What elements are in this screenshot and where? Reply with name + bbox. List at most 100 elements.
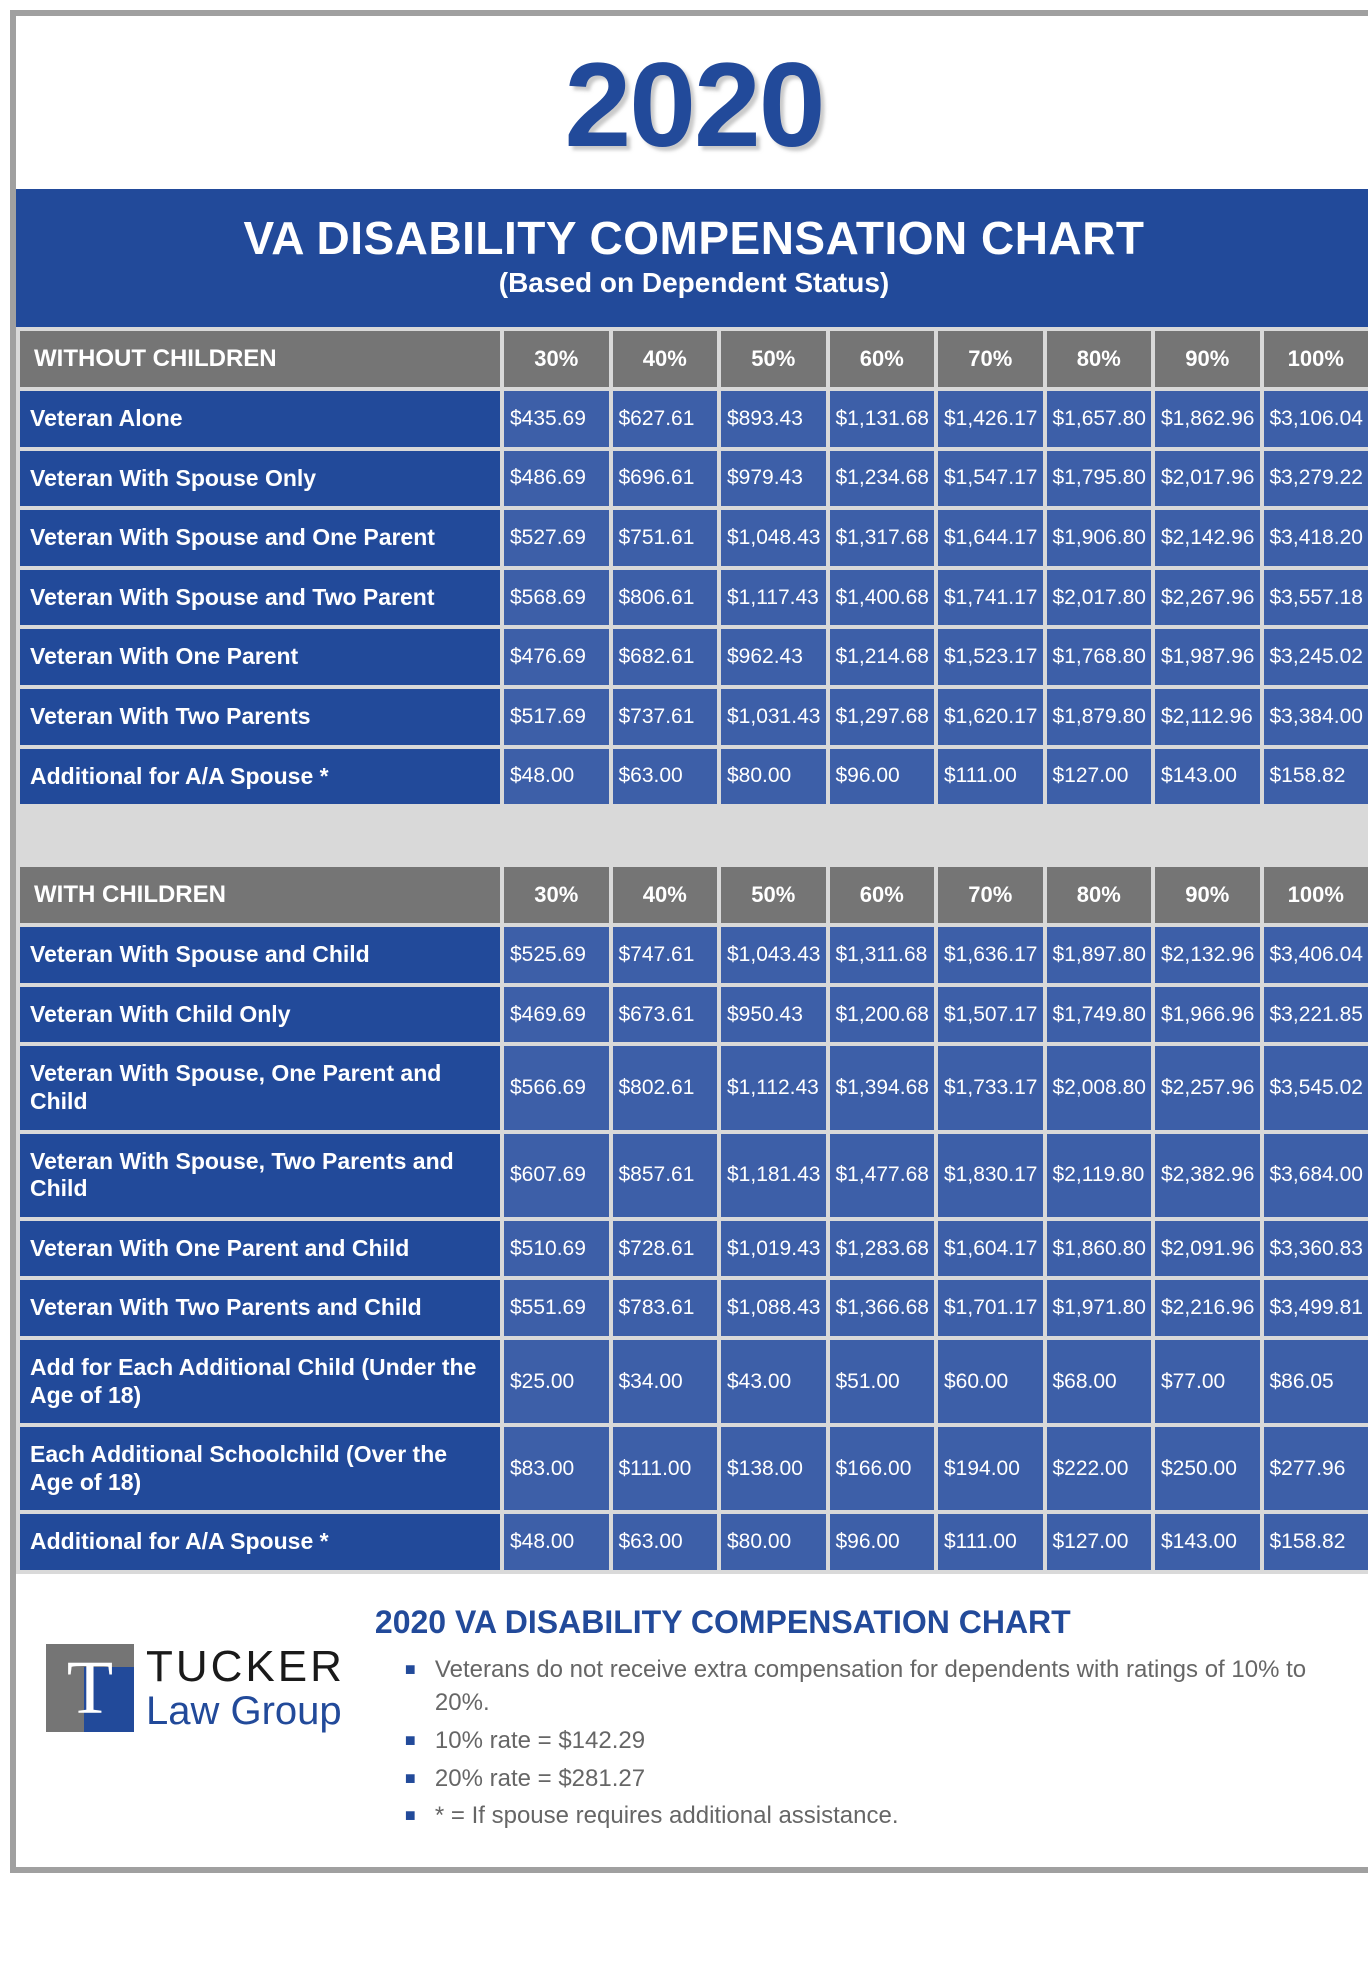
row-label: Each Additional Schoolchild (Over the Ag…	[20, 1427, 500, 1510]
note-item: Veterans do not receive extra compensati…	[405, 1653, 1352, 1720]
value-cell: $80.00	[721, 1514, 826, 1570]
percent-header: 80%	[1047, 867, 1152, 923]
value-cell: $950.43	[721, 987, 826, 1043]
value-cell: $893.43	[721, 391, 826, 447]
value-cell: $250.00	[1155, 1427, 1260, 1510]
value-cell: $527.69	[504, 510, 609, 566]
value-cell: $525.69	[504, 927, 609, 983]
table-row: Veteran With One Parent and Child$510.69…	[20, 1221, 1368, 1277]
row-label: Veteran With Spouse and Two Parent	[20, 570, 500, 626]
value-cell: $1,860.80	[1047, 1221, 1152, 1277]
value-cell: $607.69	[504, 1134, 609, 1217]
value-cell: $806.61	[613, 570, 718, 626]
value-cell: $158.82	[1264, 1514, 1368, 1570]
value-cell: $2,112.96	[1155, 689, 1260, 745]
value-cell: $469.69	[504, 987, 609, 1043]
table-row: Veteran With One Parent$476.69$682.61$96…	[20, 629, 1368, 685]
note-item: 20% rate = $281.27	[405, 1762, 1352, 1796]
logo-text: TUCKER Law Group	[146, 1644, 345, 1732]
value-cell: $1,644.17	[938, 510, 1043, 566]
value-cell: $1,214.68	[830, 629, 935, 685]
value-cell: $1,795.80	[1047, 451, 1152, 507]
notes-block: 2020 VA DISABILITY COMPENSATION CHART Ve…	[365, 1604, 1352, 1837]
value-cell: $3,406.04	[1264, 927, 1368, 983]
row-label: Veteran With Child Only	[20, 987, 500, 1043]
value-cell: $3,384.00	[1264, 689, 1368, 745]
value-cell: $673.61	[613, 987, 718, 1043]
table-row: Veteran With Two Parents$517.69$737.61$1…	[20, 689, 1368, 745]
value-cell: $51.00	[830, 1340, 935, 1423]
value-cell: $80.00	[721, 749, 826, 805]
note-item: * = If spouse requires additional assist…	[405, 1799, 1352, 1833]
value-cell: $962.43	[721, 629, 826, 685]
title-sub: (Based on Dependent Status)	[16, 267, 1368, 299]
value-cell: $83.00	[504, 1427, 609, 1510]
value-cell: $127.00	[1047, 1514, 1152, 1570]
section2-head: WITH CHILDREN30%40%50%60%70%80%90%100%	[20, 867, 1368, 923]
value-cell: $747.61	[613, 927, 718, 983]
table-row: Veteran With Spouse and Two Parent$568.6…	[20, 570, 1368, 626]
value-cell: $2,216.96	[1155, 1280, 1260, 1336]
section-gap	[16, 808, 1368, 863]
section-heading: WITH CHILDREN	[20, 867, 500, 923]
value-cell: $476.69	[504, 629, 609, 685]
value-cell: $1,966.96	[1155, 987, 1260, 1043]
percent-header: 50%	[721, 331, 826, 387]
row-label: Add for Each Additional Child (Under the…	[20, 1340, 500, 1423]
value-cell: $751.61	[613, 510, 718, 566]
value-cell: $1,234.68	[830, 451, 935, 507]
row-label: Veteran With Spouse Only	[20, 451, 500, 507]
value-cell: $1,897.80	[1047, 927, 1152, 983]
value-cell: $486.69	[504, 451, 609, 507]
value-cell: $143.00	[1155, 1514, 1260, 1570]
value-cell: $96.00	[830, 749, 935, 805]
value-cell: $1,131.68	[830, 391, 935, 447]
table-row: Veteran With Spouse, One Parent and Chil…	[20, 1046, 1368, 1129]
section1-body: Veteran Alone$435.69$627.61$893.43$1,131…	[20, 391, 1368, 804]
value-cell: $1,088.43	[721, 1280, 826, 1336]
row-label: Additional for A/A Spouse *	[20, 1514, 500, 1570]
value-cell: $1,366.68	[830, 1280, 935, 1336]
value-cell: $1,507.17	[938, 987, 1043, 1043]
value-cell: $1,311.68	[830, 927, 935, 983]
value-cell: $3,684.00	[1264, 1134, 1368, 1217]
value-cell: $627.61	[613, 391, 718, 447]
value-cell: $737.61	[613, 689, 718, 745]
row-label: Veteran With Two Parents	[20, 689, 500, 745]
row-label: Additional for A/A Spouse *	[20, 749, 500, 805]
value-cell: $34.00	[613, 1340, 718, 1423]
value-cell: $3,545.02	[1264, 1046, 1368, 1129]
value-cell: $783.61	[613, 1280, 718, 1336]
value-cell: $3,106.04	[1264, 391, 1368, 447]
value-cell: $127.00	[1047, 749, 1152, 805]
table-row: Veteran With Spouse and Child$525.69$747…	[20, 927, 1368, 983]
value-cell: $158.82	[1264, 749, 1368, 805]
logo-letter: T	[67, 1650, 113, 1726]
value-cell: $3,245.02	[1264, 629, 1368, 685]
value-cell: $96.00	[830, 1514, 935, 1570]
value-cell: $194.00	[938, 1427, 1043, 1510]
value-cell: $1,906.80	[1047, 510, 1152, 566]
logo-line2: Law Group	[146, 1690, 345, 1732]
value-cell: $802.61	[613, 1046, 718, 1129]
value-cell: $63.00	[613, 749, 718, 805]
value-cell: $1,117.43	[721, 570, 826, 626]
table-row: Additional for A/A Spouse *$48.00$63.00$…	[20, 749, 1368, 805]
value-cell: $1,297.68	[830, 689, 935, 745]
value-cell: $63.00	[613, 1514, 718, 1570]
percent-header: 100%	[1264, 331, 1368, 387]
row-label: Veteran With One Parent	[20, 629, 500, 685]
value-cell: $1,283.68	[830, 1221, 935, 1277]
value-cell: $2,142.96	[1155, 510, 1260, 566]
value-cell: $138.00	[721, 1427, 826, 1510]
year-header: 2020	[16, 16, 1368, 189]
value-cell: $1,620.17	[938, 689, 1043, 745]
title-band: VA DISABILITY COMPENSATION CHART (Based …	[16, 189, 1368, 327]
value-cell: $1,477.68	[830, 1134, 935, 1217]
value-cell: $60.00	[938, 1340, 1043, 1423]
value-cell: $1,733.17	[938, 1046, 1043, 1129]
section2-body: Veteran With Spouse and Child$525.69$747…	[20, 927, 1368, 1570]
value-cell: $682.61	[613, 629, 718, 685]
value-cell: $1,031.43	[721, 689, 826, 745]
value-cell: $86.05	[1264, 1340, 1368, 1423]
